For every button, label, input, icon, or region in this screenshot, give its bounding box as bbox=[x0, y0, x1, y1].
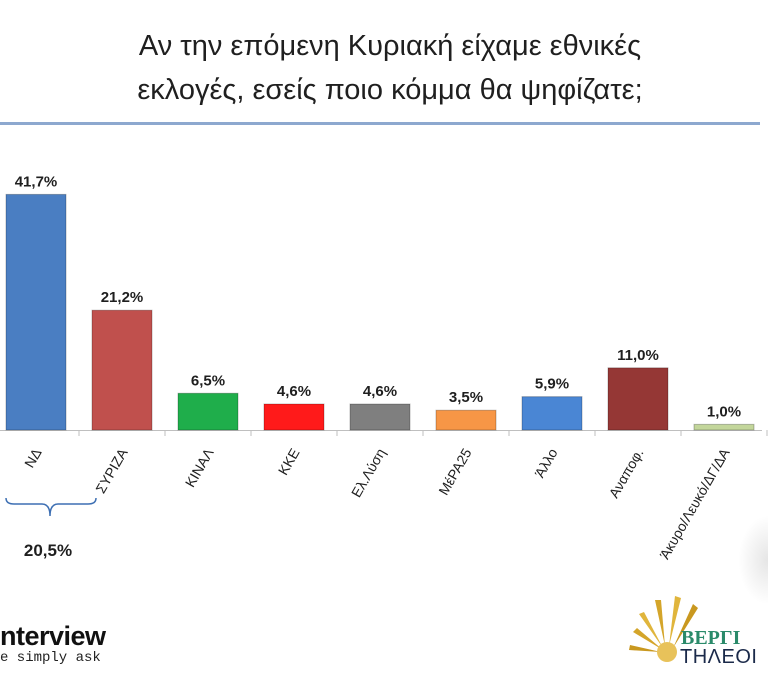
category-tick-label: Άλλο bbox=[531, 445, 560, 480]
bar-value-label: 1,0% bbox=[707, 403, 741, 420]
bar-9 bbox=[693, 423, 755, 431]
bar-value-label: 4,6% bbox=[363, 383, 397, 400]
bar-6 bbox=[435, 409, 497, 431]
bar-2 bbox=[91, 309, 153, 431]
bar-3 bbox=[177, 392, 239, 431]
tv-channel-logo: ΒΕΡΓΙ bbox=[629, 596, 741, 662]
category-tick-label: Ελ.Λύση bbox=[348, 446, 389, 500]
category-tick-label: ΜέΡΑ25 bbox=[435, 445, 475, 497]
category-tick-label: ΝΔ bbox=[21, 446, 45, 471]
interview-brand-name: nterview bbox=[0, 621, 106, 651]
bar-8 bbox=[607, 367, 669, 431]
bar-1 bbox=[5, 193, 67, 431]
title-divider bbox=[0, 122, 760, 125]
chart-title-line-2: εκλογές, εσείς ποιο κόμμα θα ψηφίζατε; bbox=[137, 74, 643, 106]
category-tick-label: ΣΥΡΙΖΑ bbox=[92, 445, 131, 496]
bar-value-label: 21,2% bbox=[101, 289, 144, 306]
bar-value-label: 41,7% bbox=[15, 173, 58, 190]
tv-channel-subtext: ΤΗΛΕΟΙ bbox=[680, 646, 758, 668]
difference-bracket bbox=[5, 497, 97, 517]
tv-logo-text: ΒΕΡΓΙ bbox=[681, 627, 741, 649]
bar-value-label: 11,0% bbox=[617, 347, 659, 364]
bar-value-label: 5,9% bbox=[535, 376, 569, 393]
bar-value-label: 3,5% bbox=[449, 389, 483, 406]
category-tick-label: Αναποφ. bbox=[606, 446, 647, 501]
bar-7 bbox=[521, 396, 583, 431]
difference-annotation-label: 20,5% bbox=[23, 541, 73, 560]
bar-4 bbox=[263, 403, 325, 431]
bar-5 bbox=[349, 403, 411, 431]
chart-title-line-1: Αν την επόμενη Κυριακή είχαμε εθνικές bbox=[138, 30, 642, 62]
bar-value-label: 4,6% bbox=[277, 383, 311, 400]
bar-value-label: 6,5% bbox=[191, 372, 225, 389]
category-tick-label: ΚΙΝΑΛ bbox=[182, 445, 217, 490]
chart-title: Αν την επόμενη Κυριακή είχαμε εθνικές εκ… bbox=[40, 24, 740, 112]
interview-brand-tagline: e simply ask bbox=[0, 650, 101, 666]
sun-rays-icon bbox=[629, 596, 698, 662]
category-tick-label: ΚΚΕ bbox=[275, 446, 303, 478]
category-tick-label: Άκυρο/Λευκό/ΔΓ/ΔΑ bbox=[656, 445, 733, 562]
